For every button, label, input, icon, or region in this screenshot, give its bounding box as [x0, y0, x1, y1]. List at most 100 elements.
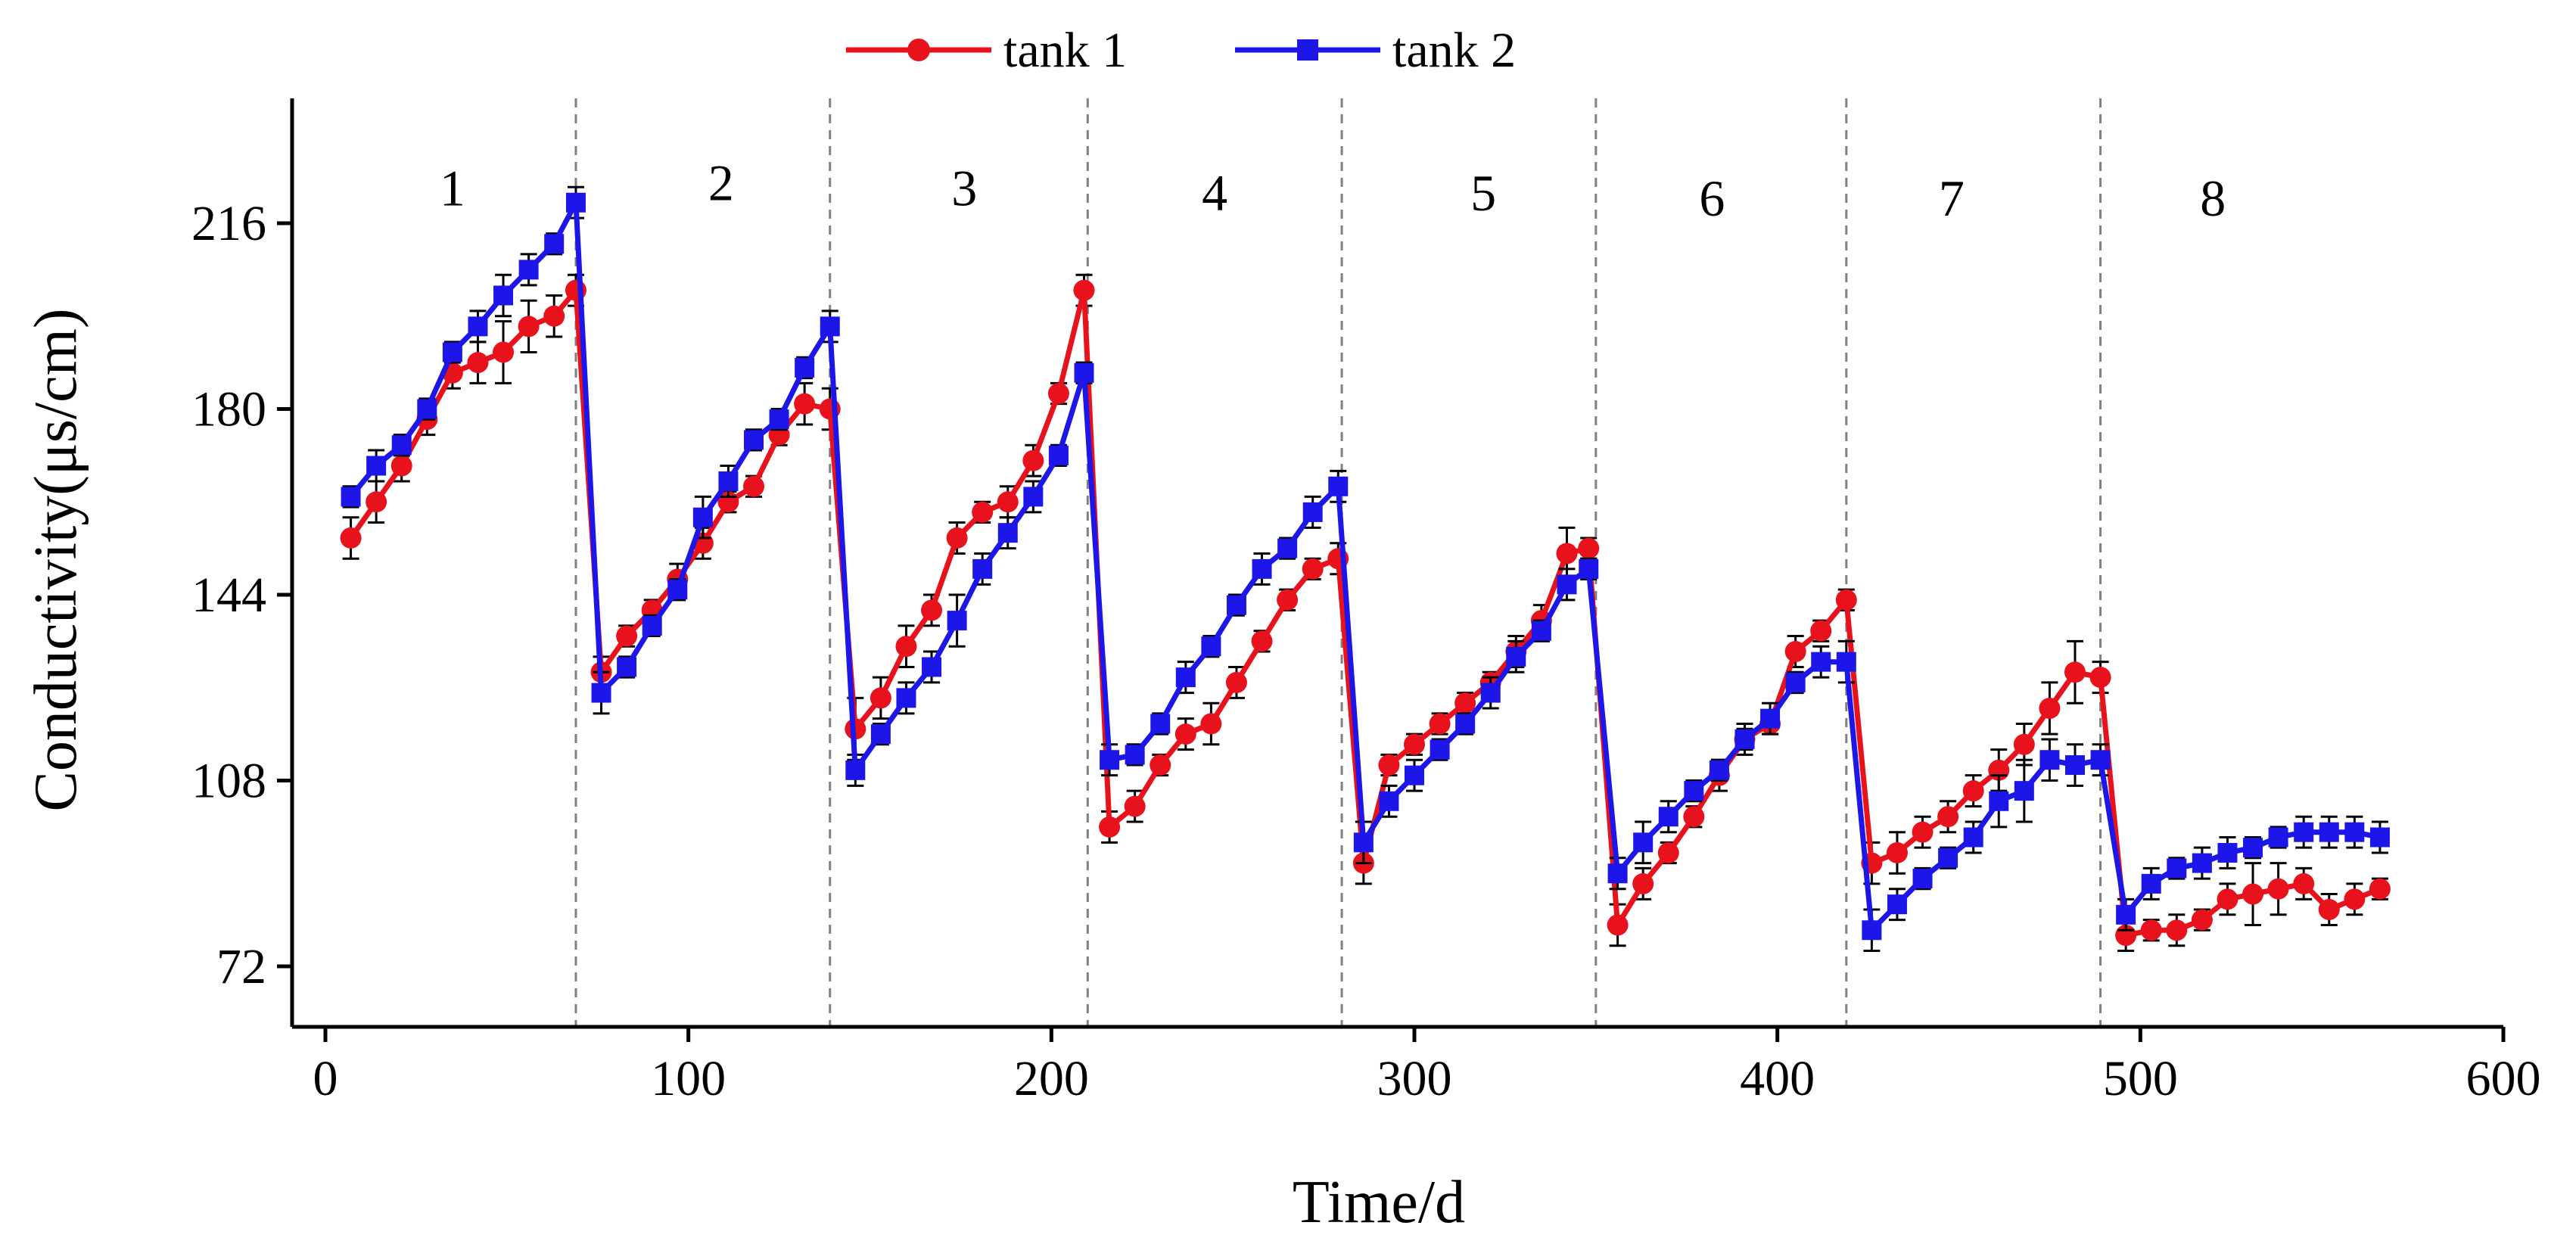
data-point: [896, 688, 916, 708]
data-point: [2268, 827, 2288, 848]
x-tick-label: 100: [651, 1051, 726, 1106]
data-point: [1784, 641, 1806, 663]
x-tick-label: 500: [2103, 1051, 2178, 1106]
stage-labels: 1 2 3 4 5 6 7 8: [440, 154, 2226, 226]
data-point: [617, 657, 637, 677]
data-point: [518, 260, 539, 280]
data-point: [341, 487, 361, 507]
data-point: [1099, 816, 1121, 838]
data-point: [366, 491, 387, 513]
data-point: [1709, 760, 1729, 780]
y-tick-label: 72: [216, 939, 266, 994]
data-point: [1785, 672, 1806, 692]
data-point: [565, 192, 586, 213]
data-point: [1683, 806, 1705, 828]
data-point: [692, 507, 713, 527]
data-point: [2217, 888, 2238, 910]
stage-label: 3: [951, 159, 977, 216]
y-tick-label: 180: [191, 382, 266, 437]
data-point: [2318, 898, 2340, 920]
data-point: [1937, 806, 1959, 828]
data-point: [845, 760, 866, 780]
data-point: [870, 724, 891, 745]
data-point: [1886, 841, 1908, 863]
data-point: [743, 475, 765, 497]
data-point: [2064, 661, 2086, 683]
legend-marker-tank-1: [907, 39, 930, 61]
data-point: [2090, 750, 2111, 770]
data-point: [1225, 671, 1247, 693]
data-point: [1251, 630, 1273, 652]
data-point: [946, 527, 968, 549]
data-point: [1760, 708, 1781, 729]
data-point: [366, 456, 387, 476]
data-point: [1404, 733, 1425, 755]
data-point: [2267, 878, 2289, 900]
data-point: [1734, 729, 1755, 749]
data-point: [1632, 872, 1654, 894]
data-point: [1658, 807, 1678, 827]
data-point: [769, 409, 789, 430]
data-point: [744, 430, 764, 450]
data-point: [2191, 909, 2213, 931]
data-point: [1252, 558, 1272, 579]
x-tick-label: 400: [1740, 1051, 1815, 1106]
x-axis-ticks: 0 100 200 300 400 500 600: [313, 1027, 2541, 1106]
data-point: [518, 316, 540, 337]
data-point: [1150, 714, 1171, 734]
legend-item-tank-1: tank 1: [846, 23, 1127, 78]
data-point: [1557, 574, 1577, 595]
data-point: [1201, 636, 1221, 657]
data-point: [718, 471, 739, 491]
series-layer: [340, 185, 2391, 953]
data-point: [1480, 683, 1501, 703]
data-point: [2217, 842, 2238, 863]
data-point: [2243, 838, 2263, 858]
data-point: [2293, 872, 2315, 894]
data-point: [642, 615, 662, 636]
stage-label: 8: [2200, 170, 2226, 227]
data-point: [947, 611, 967, 631]
data-point: [2369, 878, 2391, 900]
data-point: [1125, 745, 1145, 765]
data-point: [1531, 620, 1551, 641]
data-point: [591, 683, 611, 703]
data-point: [417, 399, 437, 419]
y-tick-label: 108: [191, 754, 266, 809]
data-point: [493, 285, 514, 306]
data-point: [544, 234, 565, 254]
data-point: [870, 687, 891, 709]
y-axis-ticks: 72 108 144 180 216: [191, 196, 292, 994]
data-point: [2064, 755, 2085, 776]
data-point: [820, 316, 840, 337]
data-point: [1073, 279, 1095, 301]
data-point: [2039, 698, 2061, 720]
data-point: [1378, 754, 1400, 776]
data-point: [2140, 919, 2162, 941]
data-point: [2013, 733, 2035, 755]
data-point: [2192, 853, 2212, 873]
x-tick-label: 600: [2466, 1051, 2541, 1106]
data-point: [2141, 873, 2161, 894]
data-point: [1047, 383, 1069, 405]
data-point: [1578, 537, 1600, 559]
data-point: [1579, 558, 1599, 579]
data-point: [340, 527, 362, 549]
data-point: [468, 316, 488, 337]
data-point: [467, 352, 489, 374]
data-point: [1175, 667, 1196, 688]
data-point: [2089, 667, 2111, 689]
data-point: [895, 636, 917, 658]
data-point: [1200, 713, 1222, 735]
data-point: [493, 341, 515, 363]
y-tick-label: 216: [191, 196, 266, 251]
data-point: [1100, 750, 1120, 770]
data-point: [2167, 858, 2187, 879]
data-point: [972, 558, 993, 579]
data-point: [1429, 713, 1451, 735]
x-tick-label: 200: [1014, 1051, 1089, 1106]
data-point: [390, 455, 412, 477]
markers: [341, 192, 2390, 941]
data-point: [1938, 848, 1958, 868]
data-point: [1353, 832, 1374, 853]
